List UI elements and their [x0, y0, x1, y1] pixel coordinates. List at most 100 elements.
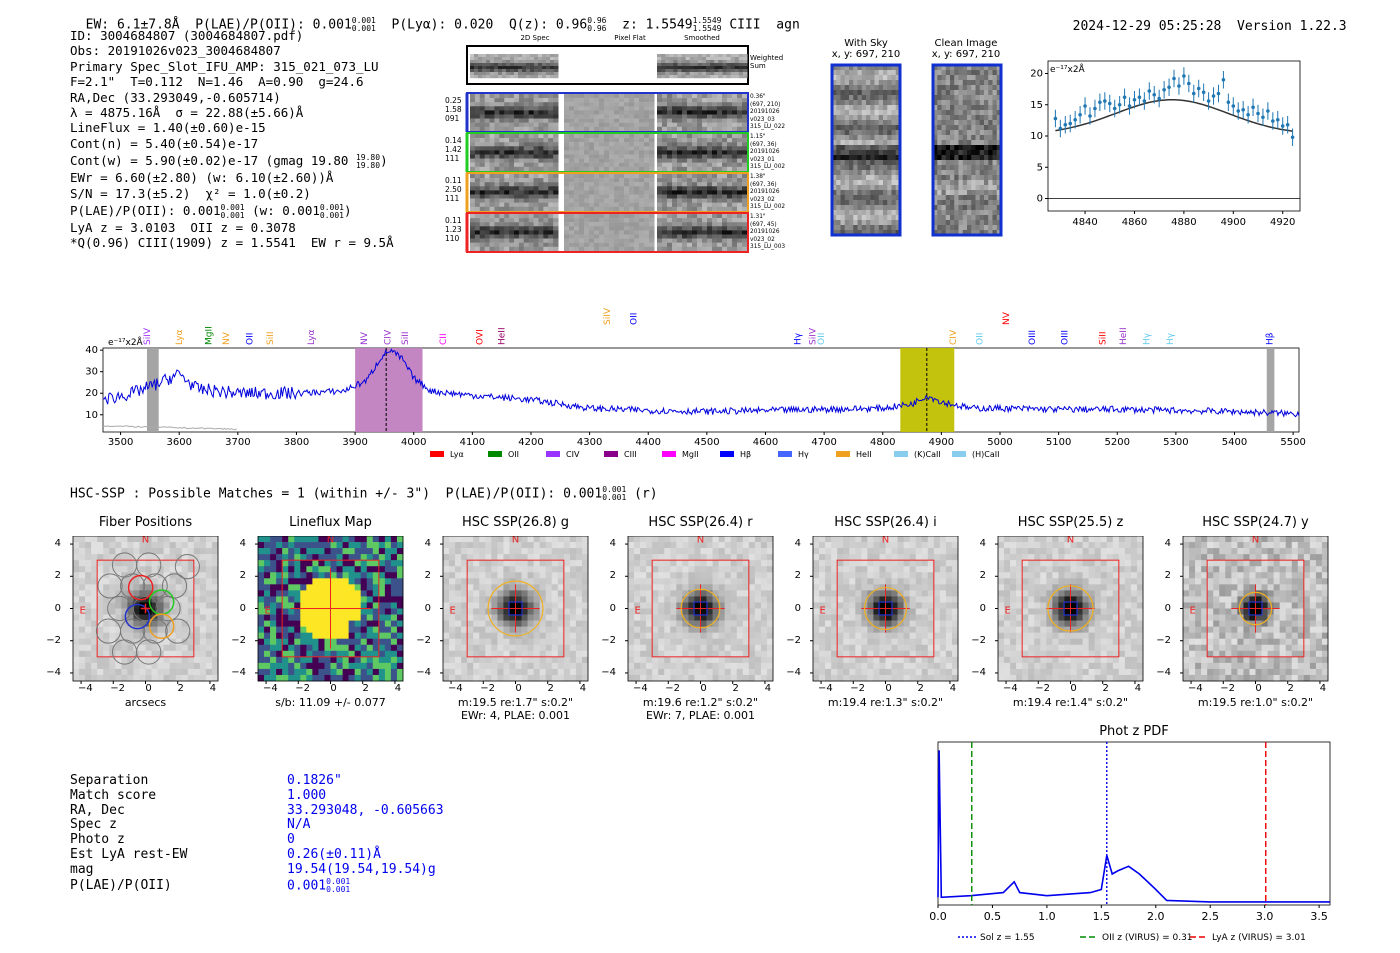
pixel [870, 210, 875, 216]
pixel [366, 542, 374, 549]
pixel [470, 63, 475, 67]
pixel [579, 230, 585, 235]
pixel [205, 650, 213, 658]
pixel [79, 608, 86, 615]
pixel [717, 238, 723, 243]
pixel [891, 175, 897, 181]
pixel [697, 138, 703, 143]
pixel [515, 536, 522, 543]
pixel [199, 602, 207, 609]
pixel [692, 174, 698, 179]
pixel [692, 202, 698, 207]
pixel [474, 194, 481, 199]
pixel [712, 242, 718, 247]
pixel [878, 170, 884, 176]
pixel [514, 242, 520, 247]
pixel [514, 60, 519, 64]
pixel [878, 185, 884, 191]
pixel [737, 234, 743, 239]
pixel [499, 126, 505, 132]
pixel [681, 66, 687, 70]
pixel [710, 57, 715, 61]
pixel [629, 122, 635, 127]
pixel [528, 138, 535, 143]
pixel [318, 614, 325, 621]
pixel [470, 198, 476, 203]
pixel [504, 226, 510, 231]
pixel [722, 72, 728, 76]
pixel [384, 644, 392, 652]
pixel [673, 57, 678, 61]
pixel [979, 65, 985, 71]
pixel [543, 218, 549, 223]
pixel [722, 186, 728, 191]
pixel [649, 182, 655, 187]
pixel [494, 154, 500, 159]
pixel [718, 72, 723, 76]
pixel [714, 75, 719, 79]
pixel [954, 170, 959, 176]
pixel [849, 190, 854, 196]
pixel [554, 54, 559, 58]
pixel [657, 242, 663, 247]
pixel [840, 190, 846, 196]
pixel [115, 602, 122, 609]
pixel [984, 140, 989, 146]
pixel [354, 608, 362, 615]
pixel [121, 638, 128, 646]
pixel [861, 70, 867, 76]
pixel [288, 662, 295, 670]
pixel [127, 620, 134, 627]
pixel [312, 584, 319, 591]
pixel [479, 118, 486, 123]
pixel [514, 162, 520, 167]
pixel [470, 110, 476, 115]
pixel [629, 114, 635, 119]
pixel [857, 210, 863, 216]
pixel [318, 650, 325, 658]
pixel [988, 205, 993, 211]
pixel [609, 142, 615, 147]
pixel [857, 120, 863, 126]
pixel [133, 602, 140, 609]
pixel [264, 626, 271, 633]
y-tick-label: −2 [231, 634, 246, 646]
pixel [984, 175, 989, 181]
pixel [599, 214, 605, 219]
pixel [732, 158, 738, 163]
pixel [518, 182, 525, 187]
pixel [933, 155, 938, 161]
pixel [594, 126, 600, 132]
pixel [151, 614, 158, 621]
pixel [318, 590, 325, 597]
pixel [384, 566, 392, 573]
pixel [891, 190, 897, 196]
pixel [687, 162, 693, 167]
pixel [494, 66, 499, 70]
pixel [857, 135, 863, 141]
data-point [1266, 109, 1270, 113]
pixel [548, 142, 554, 147]
pixel [543, 222, 549, 227]
pixel [514, 57, 519, 61]
pixel [840, 215, 846, 221]
pixel [270, 674, 277, 682]
pixel [673, 72, 678, 76]
pixel [971, 190, 976, 196]
pixel [689, 75, 695, 79]
pixel [569, 246, 575, 252]
pixel [737, 194, 743, 199]
pixel [282, 590, 289, 597]
pixel [677, 230, 683, 235]
pixel [518, 230, 525, 235]
pixel [396, 656, 404, 664]
pixel [175, 608, 183, 615]
pixel [157, 608, 164, 615]
pixel [474, 69, 479, 73]
pixel [599, 142, 605, 147]
pixel [649, 138, 655, 143]
pixel [91, 584, 98, 591]
pixel [360, 560, 368, 567]
pixel [548, 242, 554, 247]
pixel [712, 230, 718, 235]
